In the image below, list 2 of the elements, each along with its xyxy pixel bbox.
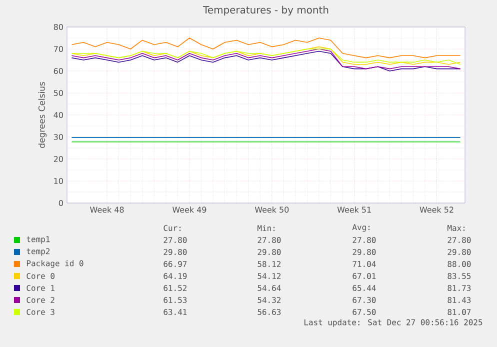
chart-title: Temperatures - by month	[203, 6, 328, 16]
y-axis-title: degrees Celsius	[38, 82, 47, 148]
